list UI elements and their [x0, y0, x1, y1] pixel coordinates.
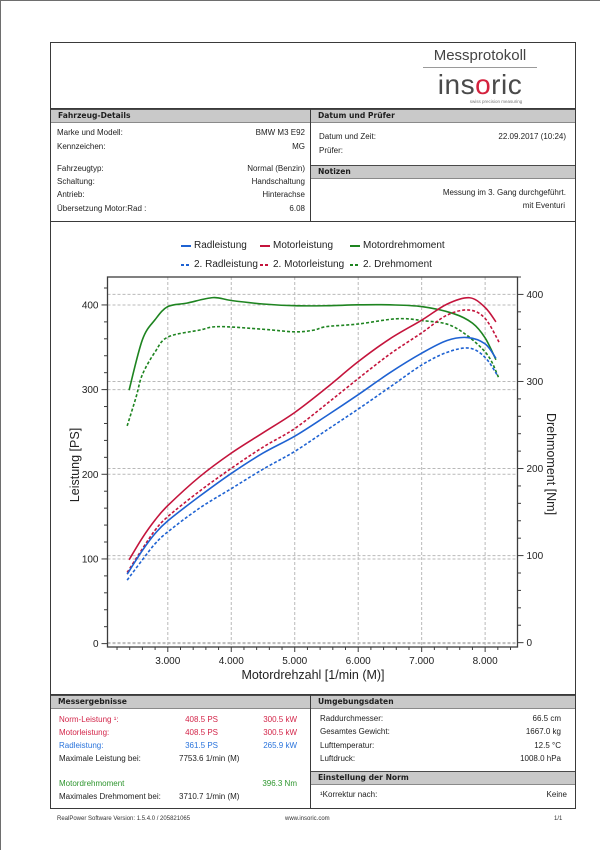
wheel-power-label: Radleistung:	[59, 741, 104, 750]
chart-top-divider	[50, 221, 576, 222]
engine-power-label: Motorleistung:	[59, 728, 110, 737]
report-frame	[50, 42, 576, 809]
legend-marker-2-radleistung	[181, 264, 191, 266]
air-pressure-value: 1008.0 hPa	[520, 754, 561, 763]
vehicle-value-drive: Hinterachse	[262, 190, 305, 199]
max-power-rpm-value: 7753.6 1/min (M)	[179, 754, 240, 763]
vehicle-label-gearbox: Schaltung:	[57, 177, 95, 186]
logo-text-end: ric	[491, 69, 523, 100]
air-temperature-value: 12.5 °C	[534, 741, 561, 750]
legend-label: 2. Drehmoment	[363, 259, 432, 270]
vehicle-value-gearbox: Handschaltung	[251, 177, 305, 186]
environment-header: Umgebungsdaten	[311, 695, 575, 709]
wheel-diameter-label: Raddurchmesser:	[320, 714, 384, 723]
page-number: 1/1	[554, 816, 563, 822]
vehicle-label-ratio: Übersetzung Motor:Rad :	[57, 204, 147, 213]
inspector-label: Prüfer:	[319, 146, 344, 155]
legend-item-2-radleistung[interactable]: 2. Radleistung	[181, 259, 258, 271]
legend-label: Motorleistung	[273, 240, 334, 251]
correction-label: ¹Korrektur nach:	[320, 790, 378, 799]
legend-item-radleistung[interactable]: Radleistung	[181, 240, 247, 252]
legend-marker-motorleistung	[260, 245, 270, 247]
logo-divider	[423, 67, 537, 68]
legend-marker-2-drehmoment	[350, 264, 360, 266]
norm-power-label: Norm-Leistung ¹:	[59, 715, 119, 724]
logo-tagline: swiss precision measuring	[469, 99, 523, 104]
chart-bottom-divider	[50, 694, 576, 695]
vehicle-details-header: Fahrzeug-Details	[51, 109, 310, 123]
max-torque-rpm-label: Maximales Drehmoment bei:	[59, 792, 161, 801]
air-pressure-label: Luftdruck:	[320, 754, 356, 763]
logo-text-start: ins	[437, 69, 476, 100]
date-value: 22.09.2017 (10:24)	[498, 132, 566, 141]
max-power-rpm-label: Maximale Leistung bei:	[59, 754, 141, 763]
air-temperature-label: Lufttemperatur:	[320, 741, 375, 750]
legend-label: Radleistung	[194, 240, 247, 251]
legend-label: 2. Motorleistung	[273, 259, 345, 270]
bottom-column-divider	[310, 695, 311, 809]
engine-power-kw: 300.5 kW	[263, 728, 297, 737]
total-weight-label: Gesamtes Gewicht:	[320, 727, 390, 736]
vehicle-label-drive: Antrieb:	[57, 190, 85, 199]
wheel-power-kw: 265.9 kW	[263, 741, 297, 750]
norm-settings-header: Einstellung der Norm	[311, 771, 575, 785]
logo-accent-letter: o	[475, 69, 492, 100]
vehicle-label-type: Fahrzeugtyp:	[57, 164, 104, 173]
vehicle-label-plate: Kennzeichen:	[57, 142, 106, 151]
vehicle-label-model: Marke und Modell:	[57, 128, 123, 137]
notes-line-2: mit Eventuri	[522, 201, 565, 210]
legend-marker-motordrehmoment	[350, 245, 360, 247]
norm-power-kw: 300.5 kW	[263, 715, 297, 724]
correction-value: Keine	[546, 790, 567, 799]
date-label: Datum und Zeit:	[319, 132, 376, 141]
max-torque-rpm-value: 3710.7 1/min (M)	[179, 792, 240, 801]
engine-torque-label: Motordrehmoment	[59, 779, 125, 788]
legend-label: 2. Radleistung	[194, 259, 258, 270]
vehicle-value-model: BMW M3 E92	[255, 128, 305, 137]
wheel-power-ps: 361.5 PS	[185, 741, 218, 750]
vehicle-value-ratio: 6.08	[289, 204, 305, 213]
wheel-diameter-value: 66.5 cm	[532, 714, 561, 723]
legend-item-2-motorleistung[interactable]: 2. Motorleistung	[260, 259, 344, 271]
top-column-divider	[310, 109, 311, 221]
legend-marker-2-motorleistung	[260, 264, 270, 266]
report-title: Messprotokoll	[433, 47, 527, 64]
notes-header: Notizen	[311, 165, 575, 179]
website-link[interactable]: www.insoric.com	[285, 816, 330, 822]
notes-line-1: Messung im 3. Gang durchgeführt.	[442, 188, 566, 197]
engine-power-ps: 408.5 PS	[185, 728, 218, 737]
engine-torque-value: 396.3 Nm	[262, 779, 297, 788]
header-divider	[50, 108, 576, 109]
vehicle-value-type: Normal (Benzin)	[247, 164, 305, 173]
vehicle-value-plate: MG	[292, 142, 305, 151]
legend-marker-radleistung	[181, 245, 191, 247]
norm-power-ps: 408.5 PS	[185, 715, 218, 724]
legend-label: Motordrehmoment	[363, 240, 445, 251]
date-inspector-header: Datum und Prüfer	[311, 109, 575, 123]
total-weight-value: 1667.0 kg	[525, 727, 561, 736]
insoric-logo: insoric	[400, 70, 560, 100]
results-header: Messergebnisse	[51, 695, 310, 709]
legend-item-2-drehmoment[interactable]: 2. Drehmoment	[350, 259, 432, 271]
software-version: RealPower Software Version: 1.5.4.0 / 20…	[57, 816, 191, 822]
legend-item-motorleistung[interactable]: Motorleistung	[260, 240, 333, 252]
legend-item-motordrehmoment[interactable]: Motordrehmoment	[350, 240, 445, 252]
